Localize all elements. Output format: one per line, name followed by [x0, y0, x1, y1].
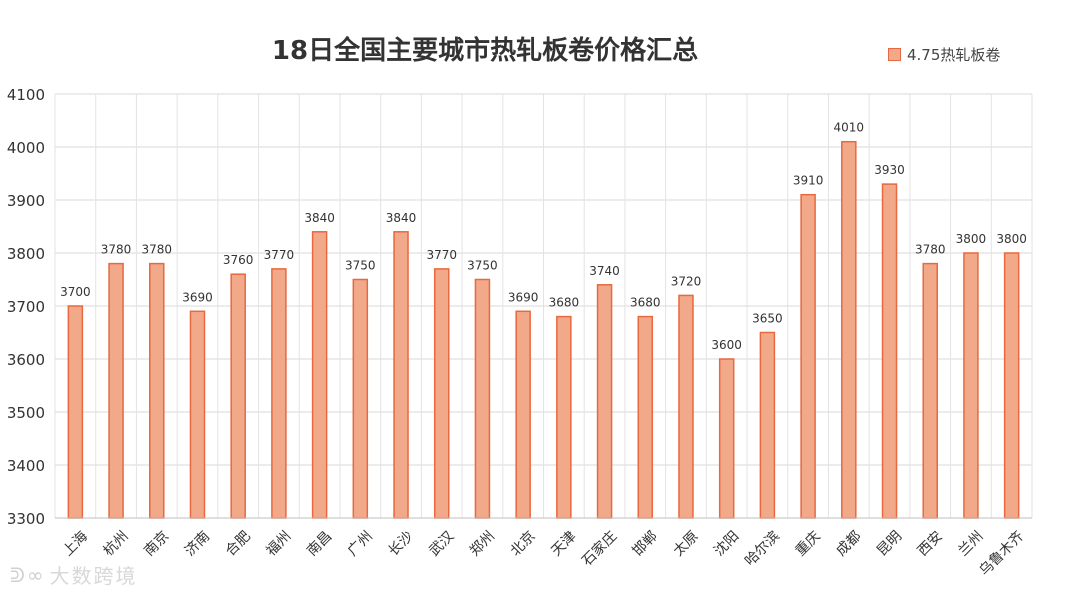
data-label: 3840: [386, 211, 417, 225]
bar: [311, 231, 328, 519]
x-tick-label: 南昌: [304, 528, 335, 559]
bar: [393, 231, 409, 519]
data-label: 3680: [630, 296, 661, 310]
y-tick-label: 3400: [7, 457, 45, 475]
bar: [433, 268, 450, 519]
watermark: ᕲ∞ 大数跨境: [10, 560, 138, 589]
y-tick-label: 4100: [7, 86, 45, 104]
x-tick-label: 邯郸: [630, 528, 661, 559]
bar: [637, 315, 654, 519]
y-tick-label: 3800: [7, 245, 45, 263]
data-label: 3770: [426, 248, 457, 262]
x-tick-label: 成都: [833, 528, 864, 559]
bar: [271, 268, 287, 519]
x-tick-label: 石家庄: [578, 528, 620, 570]
data-label: 3770: [264, 248, 295, 262]
bar: [67, 305, 84, 519]
data-label: 3740: [589, 264, 620, 278]
x-tick-label: 济南: [182, 528, 213, 559]
data-label: 3930: [874, 163, 905, 177]
y-tick-label: 4000: [7, 139, 45, 157]
x-tick-label: 南京: [141, 528, 172, 559]
data-label: 3650: [752, 312, 783, 326]
bar: [963, 252, 979, 519]
data-label: 3750: [345, 259, 376, 273]
data-label: 3910: [793, 174, 824, 188]
y-tick-label: 3900: [7, 192, 45, 210]
bar: [596, 284, 613, 519]
x-tick-label: 沈阳: [711, 528, 742, 559]
x-tick-label: 重庆: [793, 528, 824, 559]
bar: [474, 278, 491, 519]
data-label: 3800: [956, 232, 987, 246]
data-label: 3760: [223, 253, 254, 267]
y-tick-label: 3700: [7, 298, 45, 316]
data-label: 3690: [182, 290, 213, 304]
bar: [149, 262, 165, 519]
bar: [230, 273, 246, 519]
data-label: 3780: [915, 243, 946, 257]
bar: [841, 140, 857, 519]
watermark-text: 大数跨境: [49, 564, 138, 588]
data-label: 3680: [549, 296, 580, 310]
x-tick-label: 太原: [670, 528, 701, 559]
x-tick-label: 哈尔滨: [742, 528, 783, 569]
bar: [922, 262, 938, 519]
data-label: 3600: [711, 338, 742, 352]
x-tick-label: 武汉: [426, 528, 457, 559]
bar: [1003, 252, 1020, 519]
x-tick-label: 昆明: [874, 528, 905, 559]
bar: [515, 310, 531, 519]
y-tick-label: 3500: [7, 404, 45, 422]
data-label: 3780: [141, 243, 172, 257]
y-tick-label: 3300: [7, 510, 45, 528]
x-tick-label: 上海: [60, 528, 91, 559]
x-tick-label: 郑州: [467, 528, 498, 559]
x-tick-label: 西安: [915, 528, 946, 559]
data-label: 3780: [101, 243, 132, 257]
bar: [800, 193, 816, 519]
watermark-logo-icon: ᕲ∞: [10, 562, 46, 587]
bar: [352, 278, 369, 519]
legend-swatch: [888, 48, 901, 61]
legend: 4.75热轧板卷: [888, 44, 1000, 65]
x-tick-label: 北京: [508, 528, 539, 559]
bar: [881, 183, 898, 519]
x-tick-label: 兰州: [955, 528, 986, 559]
bar: [759, 331, 776, 519]
x-tick-label: 天津: [548, 528, 579, 559]
data-label: 3700: [60, 285, 91, 299]
data-label: 3840: [304, 211, 335, 225]
data-label: 3690: [508, 290, 539, 304]
chart-title: 18日全国主要城市热轧板卷价格汇总: [271, 36, 699, 66]
x-tick-label: 广州: [345, 528, 376, 559]
data-label: 3750: [467, 259, 498, 273]
x-tick-label: 长沙: [386, 528, 417, 559]
x-tick-label: 合肥: [223, 528, 254, 559]
data-label: 3720: [671, 274, 702, 288]
x-tick-label: 杭州: [101, 528, 132, 559]
bar: [678, 294, 694, 519]
legend-label: 4.75热轧板卷: [907, 46, 1001, 64]
bar: [108, 262, 124, 519]
x-tick-label: 乌鲁木齐: [976, 528, 1027, 579]
data-label: 4010: [834, 121, 865, 135]
bar: [556, 315, 572, 519]
y-tick-label: 3600: [7, 351, 45, 369]
bar: [718, 358, 735, 519]
bar: [189, 310, 206, 519]
data-label: 3800: [996, 232, 1027, 246]
x-tick-label: 福州: [263, 528, 294, 559]
